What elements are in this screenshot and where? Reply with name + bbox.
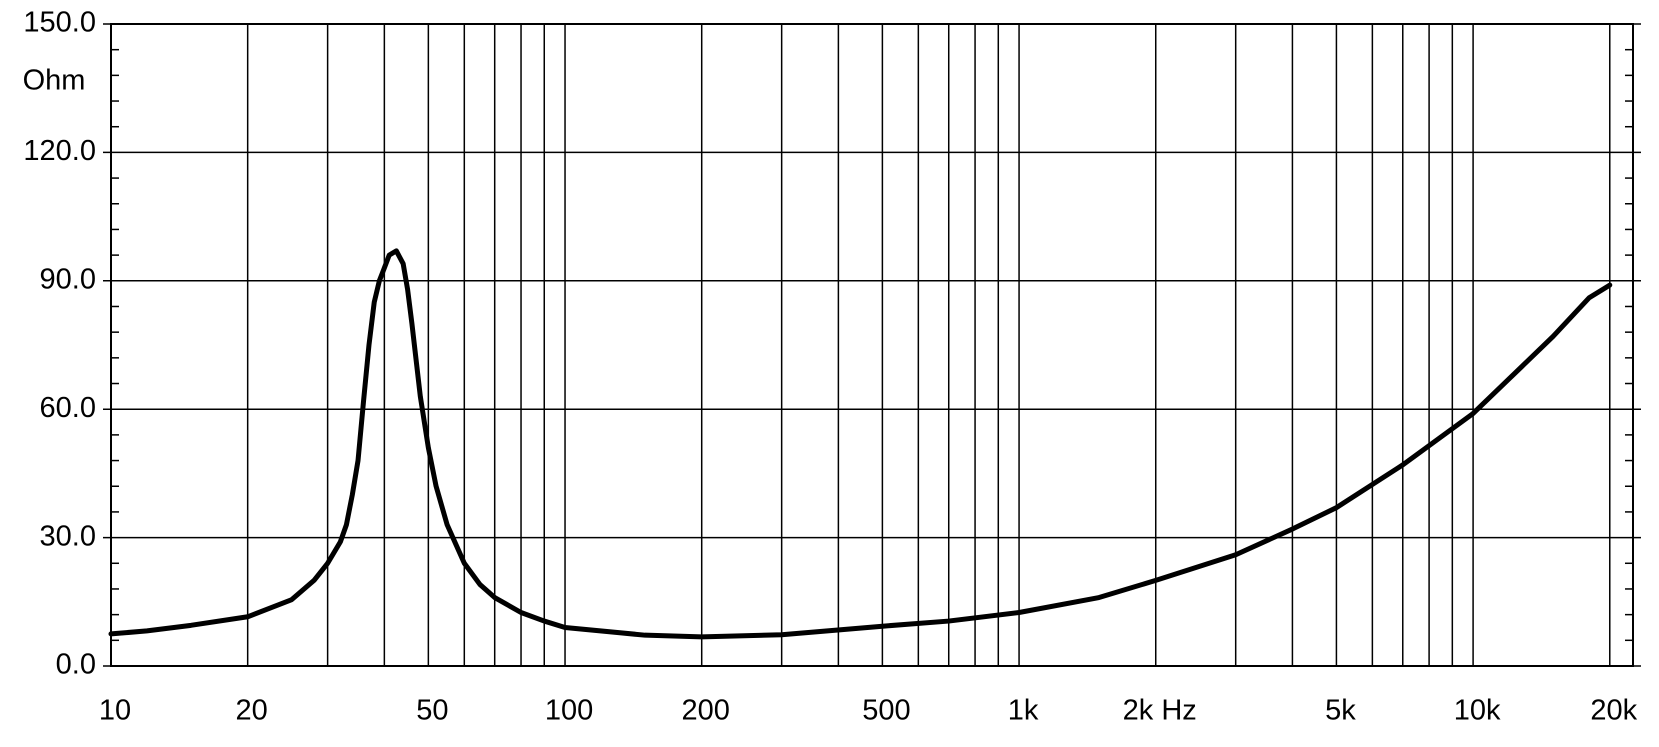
x-tick-label: 2k Hz <box>1123 695 1197 727</box>
y-tick-label: 30.0 <box>40 520 96 552</box>
x-tick-label: 10k <box>1454 695 1501 727</box>
x-tick-label: 50 <box>416 695 448 727</box>
y-tick-label: 0.0 <box>56 649 96 681</box>
y-tick-label: 90.0 <box>40 263 96 295</box>
y-tick-label: 150.0 <box>23 7 96 39</box>
x-tick-label: 20k <box>1590 695 1637 727</box>
x-tick-label: 5k <box>1325 695 1356 727</box>
x-tick-label: 200 <box>682 695 730 727</box>
y-tick-label: 120.0 <box>23 135 96 167</box>
x-tick-label: 10 <box>99 695 131 727</box>
x-tick-label: 500 <box>862 695 910 727</box>
plot-frame <box>110 23 1634 667</box>
impedance-curve <box>108 248 1613 640</box>
y-axis-label: Ohm <box>23 65 86 97</box>
x-tick-label: 1k <box>1008 695 1039 727</box>
x-tick-label: 20 <box>236 695 268 727</box>
x-tick-label: 100 <box>545 695 593 727</box>
y-tick-label: 60.0 <box>40 392 96 424</box>
